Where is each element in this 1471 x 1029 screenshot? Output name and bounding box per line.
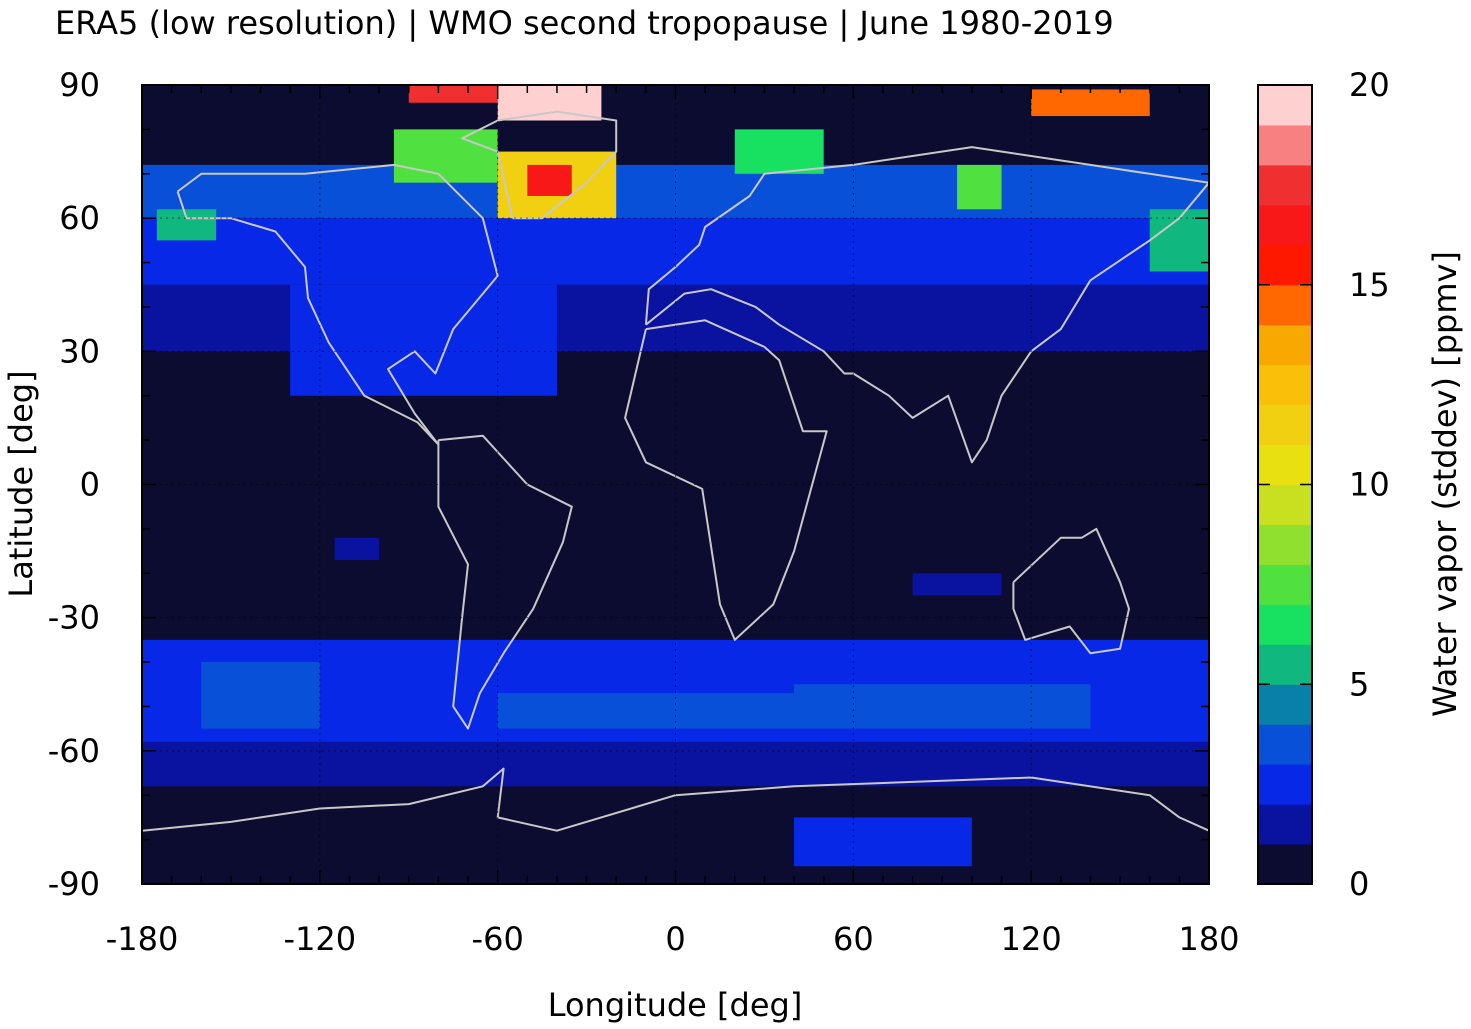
y-axis-label: Latitude [deg] bbox=[2, 370, 40, 597]
colorbar-segment bbox=[1258, 524, 1312, 565]
colorbar-segment bbox=[1258, 684, 1312, 725]
y-tick-label: 30 bbox=[59, 332, 100, 370]
heatmap-cell bbox=[142, 164, 1209, 219]
colorbar-segment bbox=[1258, 244, 1312, 286]
y-tick-label: 60 bbox=[59, 199, 100, 237]
colorbar-segment bbox=[1258, 764, 1312, 805]
colorbar-segment bbox=[1258, 164, 1312, 206]
y-tick-label: -30 bbox=[48, 599, 100, 637]
colorbar-segment bbox=[1258, 484, 1312, 525]
colorbar-tick-label: 20 bbox=[1349, 66, 1390, 104]
heatmap-cell bbox=[1149, 209, 1209, 272]
coastline bbox=[1012, 527, 1130, 655]
colorbar-segment bbox=[1258, 564, 1312, 605]
heatmap-cell bbox=[408, 85, 498, 103]
x-axis-ticks: -180 -120 -60 0 60 120 180 bbox=[106, 85, 1240, 958]
colorbar-segment bbox=[1258, 644, 1312, 685]
colorbar-segment bbox=[1258, 604, 1312, 645]
coastline bbox=[461, 110, 618, 220]
x-tick-label: -180 bbox=[106, 920, 179, 958]
y-tick-label: -60 bbox=[48, 732, 100, 770]
gridlines bbox=[142, 85, 1209, 884]
x-tick-label: -60 bbox=[472, 920, 524, 958]
colorbar-segment bbox=[1258, 324, 1312, 366]
x-axis-label: Longitude [deg] bbox=[548, 986, 803, 1024]
heatmap-cell bbox=[1031, 89, 1150, 117]
x-tick-label: 120 bbox=[1001, 920, 1062, 958]
heatmap-cell bbox=[794, 684, 1091, 729]
colorbar-segment bbox=[1258, 124, 1312, 166]
x-tick-label: 0 bbox=[665, 920, 685, 958]
heatmap-cell bbox=[156, 209, 217, 241]
heatmap-cell bbox=[957, 164, 1002, 210]
colorbar-segment bbox=[1258, 724, 1312, 765]
y-tick-label: 0 bbox=[80, 466, 100, 504]
heatmap-cell bbox=[497, 85, 602, 121]
colorbar-segment bbox=[1258, 364, 1312, 406]
heatmap-cell bbox=[290, 284, 557, 396]
colorbar-tick-label: 0 bbox=[1349, 865, 1369, 903]
heatmap-cell bbox=[794, 817, 972, 867]
colorbar-segment bbox=[1258, 844, 1312, 885]
y-tick-label: 90 bbox=[59, 66, 100, 104]
colorbar-segment bbox=[1258, 804, 1312, 845]
heatmap-cell bbox=[497, 693, 795, 729]
colorbar-tick-label: 5 bbox=[1349, 665, 1369, 703]
coastline bbox=[644, 146, 1210, 464]
heatmap-cell bbox=[393, 129, 498, 183]
colorbar-tick-label: 10 bbox=[1349, 466, 1390, 504]
colorbar bbox=[1258, 85, 1312, 885]
coastline bbox=[141, 767, 1210, 832]
x-tick-label: -120 bbox=[284, 920, 357, 958]
heatmap-cell bbox=[334, 537, 380, 560]
heatmap-cell bbox=[527, 164, 572, 196]
heatmap-cell bbox=[734, 129, 824, 174]
heatmap-cell bbox=[201, 662, 320, 729]
x-tick-label: 60 bbox=[833, 920, 874, 958]
colorbar-tick-label: 15 bbox=[1349, 266, 1390, 304]
chart-title: ERA5 (low resolution) | WMO second tropo… bbox=[55, 4, 1114, 42]
heatmap-cell bbox=[912, 573, 1002, 596]
colorbar-label: Water vapor (stddev) [ppmv] bbox=[1426, 251, 1464, 717]
coastlines bbox=[141, 110, 1210, 832]
colorbar-segment bbox=[1258, 85, 1312, 126]
colorbar-segment bbox=[1258, 444, 1312, 485]
y-tick-label: -90 bbox=[48, 865, 100, 903]
colorbar-segment bbox=[1258, 204, 1312, 246]
colorbar-segment bbox=[1258, 404, 1312, 446]
x-tick-label: 180 bbox=[1178, 920, 1239, 958]
colorbar-ticks: 0 5 10 15 20 bbox=[1258, 66, 1390, 903]
coastline bbox=[437, 434, 573, 730]
coastline bbox=[624, 319, 828, 641]
heatmap-cell bbox=[142, 218, 1209, 285]
coastline bbox=[176, 163, 499, 446]
y-axis-ticks: 90 60 30 0 -30 -60 -90 bbox=[48, 66, 1209, 903]
colorbar-segment bbox=[1258, 284, 1312, 326]
